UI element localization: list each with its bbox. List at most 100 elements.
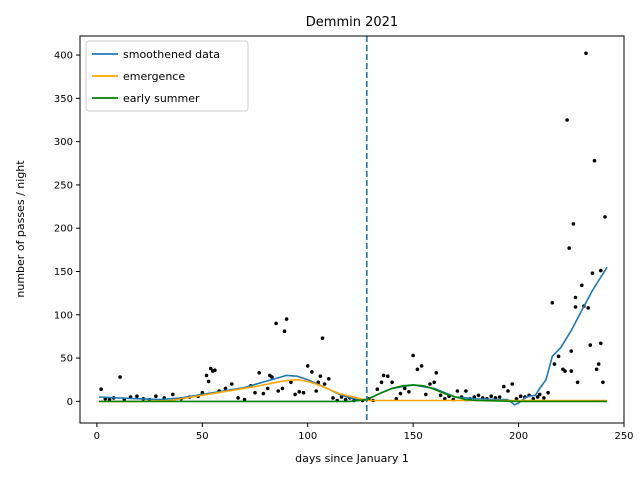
y-axis: 0 50 100 150 200 250 300 350 400 — [54, 51, 80, 408]
y-tick-label-350: 350 — [54, 94, 73, 105]
series-line-0 — [98, 266, 608, 406]
scatter-point-70 — [411, 353, 415, 358]
scatter-point-96 — [518, 394, 523, 399]
scatter-point-106 — [556, 354, 561, 359]
scatter-point-105 — [552, 362, 557, 366]
scatter-point-73 — [424, 392, 428, 397]
scatter-point-126 — [599, 341, 603, 346]
scatter-point-100 — [535, 395, 540, 399]
scatter-point-104 — [550, 300, 555, 305]
x-tick-label-100: 100 — [298, 431, 317, 442]
scatter-point-77 — [438, 393, 443, 398]
y-tick-label-50: 50 — [60, 354, 73, 365]
scatter-point-102 — [542, 396, 546, 400]
scatter-point-122 — [596, 362, 601, 366]
scatter-point-0 — [99, 387, 103, 392]
scatter-point-41 — [297, 390, 302, 394]
x-tick-label-50: 50 — [196, 431, 209, 442]
x-axis: 0 50 100 150 200 250 — [94, 423, 634, 442]
legend-label-2: early summer — [123, 92, 200, 105]
scatter-point-120 — [592, 158, 597, 163]
scatter-point-118 — [588, 343, 593, 347]
x-tick-label-0: 0 — [94, 431, 100, 442]
scatter-point-94 — [510, 382, 514, 386]
scatter-point-116 — [584, 51, 588, 56]
scatter-point-123 — [599, 268, 603, 273]
scatter-point-68 — [402, 386, 407, 391]
scatter-point-47 — [318, 374, 323, 379]
y-tick-label-250: 250 — [54, 180, 73, 191]
scatter-point-50 — [327, 377, 331, 381]
scatter-point-31 — [265, 386, 270, 391]
legend-label-0: smoothened data — [123, 48, 220, 61]
scatter-point-7 — [135, 394, 139, 399]
scatter-point-111 — [569, 369, 574, 373]
y-tick-label-300: 300 — [54, 137, 73, 148]
y-axis-label: number of passes / night — [14, 160, 27, 298]
scatter-point-30 — [261, 391, 266, 396]
scatter-point-37 — [282, 329, 287, 334]
scatter-point-40 — [293, 392, 297, 397]
scatter-point-17 — [204, 373, 209, 378]
scatter-point-24 — [230, 382, 234, 386]
x-axis-label: days since January 1 — [295, 452, 409, 465]
scatter-point-67 — [398, 391, 403, 396]
scatter-point-25 — [236, 396, 240, 400]
chart-title: Demmin 2021 — [306, 15, 398, 30]
scatter-point-4 — [118, 375, 122, 379]
scatter-point-38 — [284, 317, 289, 321]
scatter-point-65 — [390, 380, 394, 385]
scatter-point-19 — [208, 366, 213, 371]
scatter-point-33 — [270, 375, 274, 379]
scatter-point-34 — [274, 321, 278, 326]
scatter-point-44 — [310, 370, 314, 374]
scatter-point-23 — [223, 386, 228, 391]
y-tick-label-100: 100 — [54, 310, 73, 321]
scatter-point-75 — [432, 380, 437, 385]
scatter-point-18 — [206, 379, 211, 384]
legend-box — [85, 40, 249, 112]
plot-area — [98, 36, 608, 423]
scatter-point-12 — [171, 392, 175, 397]
scatter-point-110 — [567, 246, 571, 250]
series-line-2 — [99, 384, 608, 403]
scatter-point-35 — [276, 389, 281, 393]
scatter-point-81 — [455, 389, 460, 393]
scatter-point-113 — [573, 305, 578, 309]
scatter-point-109 — [565, 118, 569, 122]
scatter-point-43 — [305, 364, 310, 368]
y-tick-label-150: 150 — [54, 267, 73, 278]
scatter-point-26 — [242, 397, 247, 402]
legend: smoothened data emergence early summer — [85, 40, 249, 112]
scatter-point-21 — [213, 368, 217, 373]
scatter-point-29 — [257, 371, 262, 375]
scatter-point-129 — [569, 349, 574, 353]
scatter-point-124 — [601, 380, 605, 385]
scatter-point-112 — [571, 222, 576, 226]
scatter-point-114 — [575, 380, 580, 385]
legend-label-1: emergence — [123, 70, 185, 83]
y-tick-label-400: 400 — [54, 51, 73, 62]
x-tick-label-150: 150 — [404, 431, 423, 442]
scatter-point-103 — [546, 390, 550, 395]
scatter-point-36 — [280, 386, 285, 391]
series-line-1 — [99, 378, 608, 403]
scatter-point-86 — [476, 393, 481, 398]
scatter-point-61 — [375, 387, 380, 392]
x-tick-label-250: 250 — [614, 431, 633, 442]
y-tick-label-200: 200 — [54, 224, 73, 235]
scatter-point-10 — [154, 394, 158, 399]
scatter-point-101 — [537, 392, 542, 397]
scatter-point-125 — [603, 215, 607, 219]
scatter-point-54 — [343, 397, 348, 402]
scatter-point-76 — [434, 371, 439, 375]
scatter-point-93 — [506, 389, 510, 393]
scatter-point-115 — [580, 283, 584, 288]
y-tick-label-0: 0 — [67, 397, 73, 408]
scatter-point-48 — [320, 336, 325, 341]
scatter-point-51 — [331, 396, 335, 400]
x-tick-label-200: 200 — [509, 431, 528, 442]
scatter-point-108 — [563, 369, 567, 373]
scatter-point-42 — [301, 390, 306, 395]
